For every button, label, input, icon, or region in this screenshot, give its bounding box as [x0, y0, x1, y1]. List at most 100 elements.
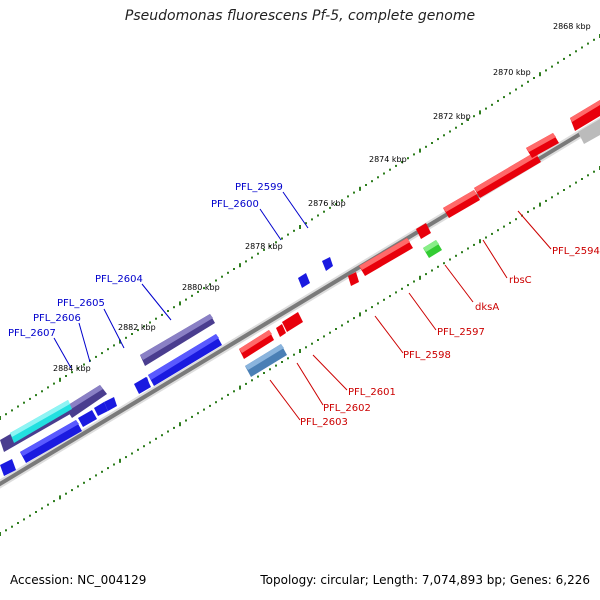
- tick-mark: [461, 122, 463, 125]
- tick-mark: [557, 61, 559, 64]
- tick-mark: [197, 290, 199, 293]
- tick-mark: [467, 247, 469, 250]
- gene-blue-5[interactable]: [78, 410, 97, 427]
- tick-mark: [305, 222, 307, 225]
- tick-mark: [383, 298, 385, 301]
- tick-mark: [569, 54, 571, 57]
- tick-mark: [149, 321, 151, 324]
- tick-mark: [533, 207, 535, 210]
- tick-mark: [581, 46, 583, 49]
- tick-mark: [143, 445, 145, 448]
- tick-mark: [89, 478, 91, 481]
- topology-text: Topology: circular; Length: 7,074,893 bp…: [260, 573, 590, 587]
- tick-mark: [155, 437, 157, 440]
- tick-label-2874: 2874 kbp: [369, 155, 407, 164]
- tick-mark: [329, 331, 331, 334]
- gene-pfl-2600[interactable]: [298, 273, 310, 288]
- tick-mark: [425, 273, 427, 276]
- tick-mark: [449, 258, 451, 261]
- tick-mark: [515, 218, 517, 221]
- gene-pfl-2605[interactable]: [65, 385, 107, 418]
- label-pfl-2599: PFL_2599: [235, 182, 283, 193]
- tick-mark: [437, 138, 439, 141]
- tick-mark: [359, 186, 361, 191]
- tick-mark: [365, 184, 367, 186]
- tick-mark: [317, 214, 319, 217]
- tick-mark: [557, 192, 559, 195]
- tick-mark: [35, 511, 37, 513]
- tick-mark: [377, 176, 379, 179]
- tick-mark: [203, 408, 205, 411]
- tick-mark: [509, 221, 511, 224]
- tick-mark: [47, 503, 49, 506]
- tick-mark: [305, 346, 307, 349]
- tick-mark: [245, 260, 247, 263]
- tick-mark: [497, 229, 499, 232]
- tick-mark: [353, 317, 355, 320]
- tick-mark: [281, 361, 283, 363]
- gene-blue-8[interactable]: [0, 459, 16, 476]
- tick-mark: [413, 153, 415, 156]
- tick-label-2876: 2876 kbp: [308, 199, 346, 208]
- tick-mark: [485, 236, 487, 239]
- tick-mark: [0, 532, 1, 536]
- tick-mark: [239, 385, 241, 390]
- tick-mark: [545, 69, 547, 72]
- tick-mark: [107, 467, 109, 470]
- tick-mark: [101, 470, 103, 473]
- gene-pfl-2602[interactable]: [276, 324, 286, 337]
- tick-mark: [203, 287, 205, 290]
- tick-mark: [389, 295, 391, 298]
- tick-mark: [107, 348, 109, 351]
- tick-mark: [29, 397, 31, 400]
- tick-mark: [137, 329, 139, 332]
- tick-mark: [563, 57, 565, 60]
- label-rbsc: rbsC: [509, 275, 532, 286]
- gene-blue-3[interactable]: [138, 377, 150, 391]
- tick-mark: [593, 38, 595, 41]
- tick-mark: [221, 275, 223, 278]
- gene-blue-7[interactable]: [104, 397, 117, 411]
- tick-mark: [407, 284, 409, 287]
- gene-pfl-2598[interactable]: [348, 272, 359, 286]
- gene-grey[interactable]: [578, 119, 600, 144]
- tick-mark: [491, 103, 493, 106]
- tick-mark: [227, 271, 229, 274]
- tick-mark: [65, 492, 67, 495]
- gene-blue-6[interactable]: [94, 402, 108, 416]
- tick-mark: [11, 409, 13, 412]
- tick-mark: [371, 306, 373, 309]
- tick-mark: [587, 42, 589, 45]
- label-pfl-2603: PFL_2603: [300, 417, 348, 428]
- reverse-label-leaders: [269, 210, 552, 421]
- label-dksa: dksA: [475, 302, 499, 313]
- tick-mark: [167, 430, 169, 433]
- gene-pfl-2601[interactable]: [282, 312, 303, 332]
- blue-genes: [0, 334, 222, 476]
- tick-mark: [17, 405, 19, 408]
- tick-mark: [347, 320, 349, 323]
- tick-mark: [125, 336, 127, 339]
- lower-genes: [245, 119, 600, 377]
- tick-mark: [287, 233, 289, 236]
- tick-label-2870: 2870 kbp: [493, 68, 531, 77]
- tick-mark: [287, 357, 289, 360]
- tick-mark: [545, 199, 547, 202]
- gene-pfl-2599[interactable]: [322, 257, 333, 271]
- tick-mark: [539, 202, 541, 207]
- forward-label-leaders: [53, 191, 309, 369]
- tick-mark: [215, 279, 217, 282]
- tick-mark: [221, 397, 223, 400]
- tick-mark: [41, 507, 43, 510]
- tick-mark: [383, 172, 385, 175]
- tick-mark: [239, 263, 241, 268]
- tick-mark: [359, 312, 361, 317]
- tick-label-2872: 2872 kbp: [433, 112, 471, 121]
- tick-mark: [53, 500, 55, 503]
- gene-dksa[interactable]: [416, 223, 431, 239]
- tick-mark: [311, 218, 313, 221]
- tick-mark: [587, 174, 589, 177]
- tick-mark: [329, 206, 331, 209]
- tick-mark: [389, 168, 391, 171]
